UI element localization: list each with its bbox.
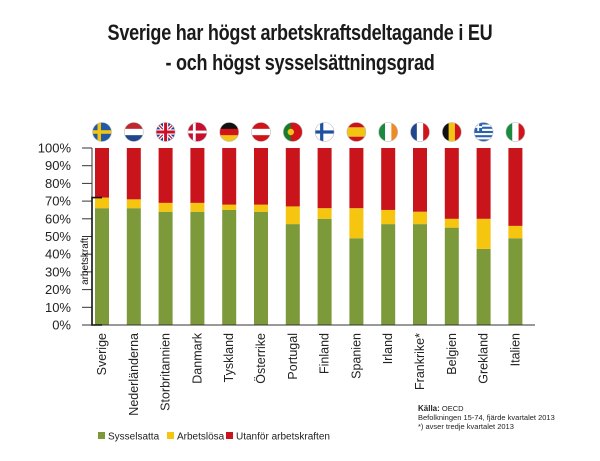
bar-segment-employed xyxy=(254,211,268,325)
bar-segment-unemployed xyxy=(158,202,173,212)
x-tick-label: Irland xyxy=(381,333,395,364)
x-tick-label: Tyskland xyxy=(222,333,236,382)
bar-segment-outside xyxy=(444,148,459,219)
y-tick-label: 60% xyxy=(45,211,71,226)
source-name: OECD xyxy=(441,404,464,413)
legend-swatch xyxy=(98,432,105,439)
labour-force-bracket xyxy=(91,196,102,326)
bar-segment-unemployed xyxy=(508,225,523,239)
legend-label: Arbetslösa xyxy=(177,432,225,443)
at-flag xyxy=(251,122,271,142)
source-note-asterisk: *) avser tredje kvartalet 2013 xyxy=(418,422,514,431)
legend-swatch xyxy=(167,432,174,439)
x-tick-label: Storbritannien xyxy=(159,333,173,411)
x-tick-label: Italien xyxy=(508,333,522,366)
bar-segment-employed xyxy=(444,227,459,325)
bar-segment-employed xyxy=(508,238,523,325)
gr-flag xyxy=(473,122,494,142)
x-tick-label: Frankrike* xyxy=(413,333,427,390)
bar-segment-employed xyxy=(95,208,109,325)
x-tick-label: Finland xyxy=(318,333,332,374)
bar-segment-employed xyxy=(285,224,300,325)
x-tick-label: Österrike xyxy=(254,333,268,384)
legend-swatch xyxy=(226,432,233,439)
bar-segment-outside xyxy=(158,148,173,203)
source-note-population: Befolkningen 15-74, fjärde kvartalet 201… xyxy=(418,413,555,422)
bar-segment-employed xyxy=(349,238,364,325)
bar-segment-unemployed xyxy=(381,209,396,225)
y-tick-label: 10% xyxy=(45,300,71,315)
bar-segment-outside xyxy=(126,148,141,200)
chart-title-line-1: Sverige har högst arbetskraftsdeltagande… xyxy=(107,20,493,45)
source-label: Källa: xyxy=(418,404,440,413)
nl-flag xyxy=(124,122,144,142)
bar-segment-outside xyxy=(349,148,364,209)
bar-segment-unemployed xyxy=(190,202,205,212)
labour-force-label: arbetskraft xyxy=(80,237,91,284)
bar-segment-unemployed xyxy=(444,218,459,228)
x-tick-label: Grekland xyxy=(477,333,491,384)
y-tick-label: 70% xyxy=(45,194,71,209)
fi-flag xyxy=(314,122,335,142)
bar-segment-outside xyxy=(476,148,491,219)
bar-segment-unemployed xyxy=(126,199,141,209)
gb-flag xyxy=(155,122,176,142)
bar-segment-unemployed xyxy=(95,197,109,209)
y-tick-label: 80% xyxy=(45,176,71,191)
bar-segment-employed xyxy=(476,248,491,325)
bar-segment-outside xyxy=(222,148,237,205)
bar-segment-employed xyxy=(158,211,173,325)
y-tick-label: 90% xyxy=(45,158,71,173)
x-tick-label: Spanien xyxy=(349,333,363,379)
bar-segment-unemployed xyxy=(317,208,332,219)
bar-segment-outside xyxy=(413,148,427,212)
y-tick-label: 50% xyxy=(45,229,71,244)
pt-flag xyxy=(282,122,303,142)
x-tick-label: Portugal xyxy=(286,333,300,380)
y-tick-label: 30% xyxy=(45,264,71,279)
legend-label: Sysselsatta xyxy=(108,432,160,443)
es-flag xyxy=(346,122,367,142)
bar-segment-unemployed xyxy=(413,211,427,225)
fr-flag xyxy=(410,122,430,142)
bar-segment-outside xyxy=(317,148,332,209)
bar-segment-unemployed xyxy=(254,204,268,212)
bar-segment-outside xyxy=(285,148,300,207)
x-tick-label: Danmark xyxy=(190,332,204,383)
bar-segment-employed xyxy=(190,211,205,325)
bar-segment-outside xyxy=(95,148,109,198)
x-tick-label: Nederländerna xyxy=(127,333,141,416)
x-tick-label: Sverige xyxy=(95,333,109,375)
it-flag xyxy=(505,122,526,142)
bar-segment-employed xyxy=(222,209,237,325)
y-tick-label: 100% xyxy=(38,141,72,156)
bar-segment-unemployed xyxy=(285,206,300,225)
de-flag xyxy=(219,122,239,142)
bar-segment-employed xyxy=(413,224,427,325)
bar-segment-outside xyxy=(254,148,268,205)
bar-segment-outside xyxy=(508,148,523,226)
dk-flag xyxy=(187,122,208,142)
bar-segment-unemployed xyxy=(476,218,491,249)
bar-segment-employed xyxy=(381,224,396,325)
chart-title-line-2: - och högst sysselsättningsgrad xyxy=(165,50,435,75)
ie-flag xyxy=(378,122,399,142)
se-flag xyxy=(92,122,112,142)
legend-label: Utanför arbetskraften xyxy=(236,432,330,443)
y-tick-label: 40% xyxy=(45,247,71,262)
y-tick-label: 0% xyxy=(52,318,71,333)
be-flag xyxy=(441,122,462,142)
x-tick-label: Belgien xyxy=(445,333,459,375)
bar-segment-unemployed xyxy=(349,208,364,239)
bar-segment-employed xyxy=(126,208,141,325)
y-tick-label: 20% xyxy=(45,282,71,297)
bar-segment-outside xyxy=(190,148,205,203)
bar-segment-unemployed xyxy=(222,204,237,210)
bar-segment-outside xyxy=(381,148,396,210)
source-note: Källa: OECD Befolkningen 15-74, fjärde k… xyxy=(418,404,555,431)
bar-segment-employed xyxy=(317,218,332,325)
